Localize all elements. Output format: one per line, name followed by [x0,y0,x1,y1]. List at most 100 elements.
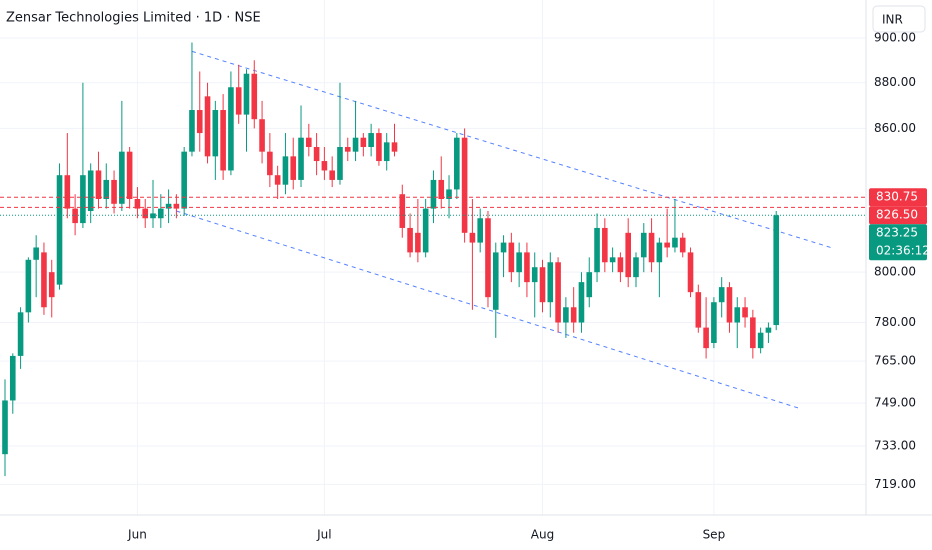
candle-body [492,252,499,310]
candle-body [72,208,78,224]
currency-label[interactable]: INR [882,13,903,27]
candle-body [282,156,289,185]
candle-body [446,189,452,199]
candle-body [656,242,663,263]
candle-body [48,272,55,298]
x-tick-label: Jul [316,528,331,542]
candle-body [2,400,8,455]
candle-body [461,137,468,233]
candle-body [625,232,631,278]
candle-body [376,133,382,162]
candle-body [9,355,16,401]
candle-body [368,133,374,148]
candle-body [173,203,180,209]
candle-body [64,175,71,209]
candle-body [430,179,437,209]
candle-body [516,252,522,273]
candle-body [415,232,421,253]
candle-body [41,252,47,308]
candle-body [539,267,546,303]
candle-body [687,252,694,293]
x-tick-label: Jun [127,528,147,542]
candle-body [259,119,265,152]
y-tick-label: 765.00 [874,354,916,368]
candle-body [251,73,258,120]
candle-body [158,208,164,219]
candle-body [711,302,717,343]
candle-body [274,175,281,185]
currency-button[interactable] [872,5,926,33]
candle-body [508,242,515,273]
x-tick-label: Aug [531,528,554,542]
candle-body [119,151,125,204]
candle-body [134,198,141,209]
candle-body [679,237,686,253]
price-label: 823.25 [876,226,918,240]
candle-body [586,272,593,298]
candle-body [664,242,670,248]
candle-body [570,307,577,323]
candle-body [243,73,250,115]
candle-body [578,282,585,323]
candle-body [555,262,561,323]
trend-line [191,50,831,248]
candle-body [87,170,94,212]
candle-body [757,332,764,349]
candle-body [477,218,483,243]
x-tick-label: Sep [703,528,726,542]
candle-body [267,151,273,176]
candle-body [344,147,351,152]
candle-body [438,179,445,199]
candle-body [547,262,554,303]
candle-body [56,175,63,285]
candle-body [111,179,117,204]
candle-body [399,194,406,228]
candle-body [337,147,343,180]
candle-body [212,110,219,157]
candle-body [235,87,242,115]
price-label: 826.50 [876,208,918,222]
candle-body [718,287,725,303]
candle-body [103,179,110,199]
candle-body [773,215,780,326]
candle-body [383,142,390,162]
trend-line [176,210,800,409]
candle-body [594,227,600,273]
candle-body [80,175,86,224]
candle-body [298,137,304,180]
candle-body [609,257,616,263]
candle-body [95,170,102,199]
candle-body [750,317,756,349]
candle-body [500,242,507,253]
candle-body [321,161,328,171]
candle-body [648,232,655,263]
candle-body [734,307,741,323]
y-tick-label: 900.00 [874,31,916,45]
candle-body [17,312,24,356]
price-label-box [869,206,927,225]
y-tick-label: 719.00 [874,477,916,491]
y-tick-label: 860.00 [874,121,916,135]
candle-body [290,156,297,180]
candle-body [126,151,133,199]
candle-body [454,137,460,190]
price-label-box [869,188,927,207]
price-label-box [869,224,927,261]
y-tick-label: 749.00 [874,396,916,410]
candle-body [422,208,429,253]
candle-body [563,307,569,323]
candle-body [196,110,203,134]
candle-body [485,218,491,298]
candle-body [352,137,359,152]
candle-body [329,170,335,180]
candle-body [617,257,624,273]
candle-body [703,327,709,349]
candle-body [25,259,32,313]
candle-body [695,292,702,328]
candle-body [531,267,538,283]
candle-body [742,307,748,318]
candle-body [220,110,226,171]
y-tick-label: 800.00 [874,265,916,279]
candle-body [672,237,678,248]
